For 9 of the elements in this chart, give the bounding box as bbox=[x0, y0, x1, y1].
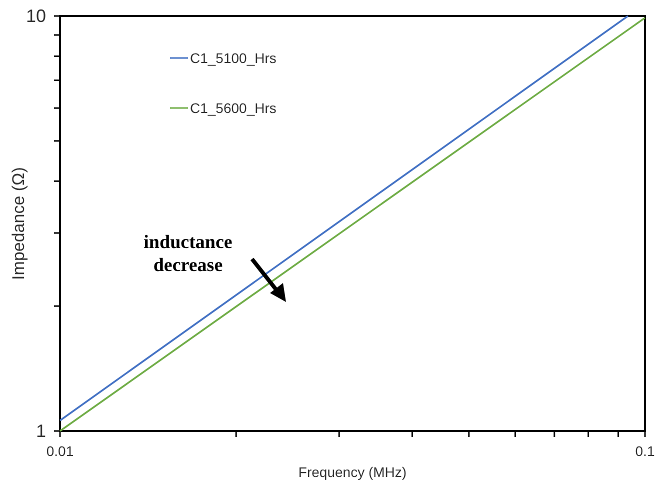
x-tick-label: 0.1 bbox=[635, 443, 655, 459]
y-tick-label: 1 bbox=[36, 421, 46, 441]
legend-label: C1_5600_Hrs bbox=[190, 100, 276, 116]
x-axis-title: Frequency (MHz) bbox=[298, 464, 407, 480]
y-tick-label: 10 bbox=[26, 6, 46, 26]
x-tick-label: 0.01 bbox=[46, 443, 74, 459]
y-axis-title: Impedance (Ω) bbox=[9, 167, 28, 280]
annotation: inductance decrease bbox=[144, 232, 232, 276]
legend-label: C1_5100_Hrs bbox=[190, 50, 276, 66]
